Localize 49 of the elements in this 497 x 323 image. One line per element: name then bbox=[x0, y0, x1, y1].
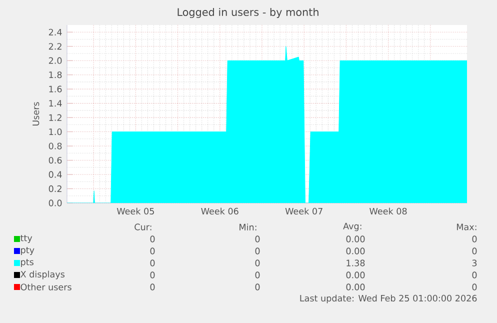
text: 3 bbox=[472, 260, 477, 266]
legend-label: X displays bbox=[20, 270, 65, 280]
y-tick-label: 2.0 bbox=[48, 57, 62, 64]
x-tick-label: Week 06 bbox=[201, 208, 238, 215]
y-tick-label: 2.2 bbox=[48, 43, 62, 50]
y-tick-label: 1.6 bbox=[49, 86, 62, 92]
y-axis-title: Users bbox=[32, 102, 40, 126]
text: 0 bbox=[472, 248, 477, 254]
text: Min: bbox=[240, 224, 256, 230]
y-tick-label: 1.8 bbox=[49, 72, 62, 78]
text: 0 bbox=[472, 272, 477, 278]
text: 0 bbox=[150, 284, 155, 290]
y-tick-label: 1.0 bbox=[49, 128, 62, 136]
x-tick-label: Week 05 bbox=[116, 208, 154, 215]
chart-title: Logged in users - by month bbox=[178, 8, 318, 18]
text: 0.00 bbox=[346, 272, 365, 278]
text: 0.00 bbox=[346, 248, 365, 254]
y-tick-label: 1.2 bbox=[49, 114, 62, 121]
text: 0 bbox=[472, 284, 477, 290]
text: 0 bbox=[150, 272, 155, 278]
x-tick-label: Week 08 bbox=[370, 208, 407, 215]
text: Max: bbox=[456, 224, 476, 230]
text: 0 bbox=[150, 260, 155, 266]
text: 0 bbox=[255, 236, 260, 242]
legend-label: Other users bbox=[20, 284, 72, 290]
y-tick-label: 0.2 bbox=[48, 185, 62, 192]
x-tick-label: Week 07 bbox=[285, 208, 322, 215]
y-tick-label: 1.4 bbox=[49, 100, 62, 107]
text: 0 bbox=[255, 248, 260, 254]
y-tick-label: 2.4 bbox=[48, 28, 62, 36]
text: 0 bbox=[255, 284, 260, 290]
y-tick-label: 0.4 bbox=[48, 171, 62, 178]
text: 0.00 bbox=[346, 284, 365, 290]
text: Cur: bbox=[134, 224, 152, 230]
text: Avg: bbox=[343, 222, 362, 232]
legend-label: pts bbox=[21, 258, 34, 267]
text: 0 bbox=[472, 236, 477, 242]
y-tick-label: 0.0 bbox=[48, 200, 62, 206]
y-tick-label: 0.6 bbox=[48, 156, 62, 164]
legend-label: tty bbox=[20, 234, 32, 243]
y-tick-label: 0.8 bbox=[48, 142, 62, 150]
text: 1.38 bbox=[346, 260, 365, 266]
legend-label: pty bbox=[21, 246, 34, 255]
text: Last update: Wed Feb 25 01:00:00 2026 bbox=[300, 294, 477, 304]
text: 0 bbox=[150, 248, 155, 254]
text: 0.00 bbox=[346, 236, 365, 242]
text: 0 bbox=[255, 272, 260, 278]
text: 0 bbox=[150, 236, 155, 242]
text: 0 bbox=[255, 260, 260, 266]
